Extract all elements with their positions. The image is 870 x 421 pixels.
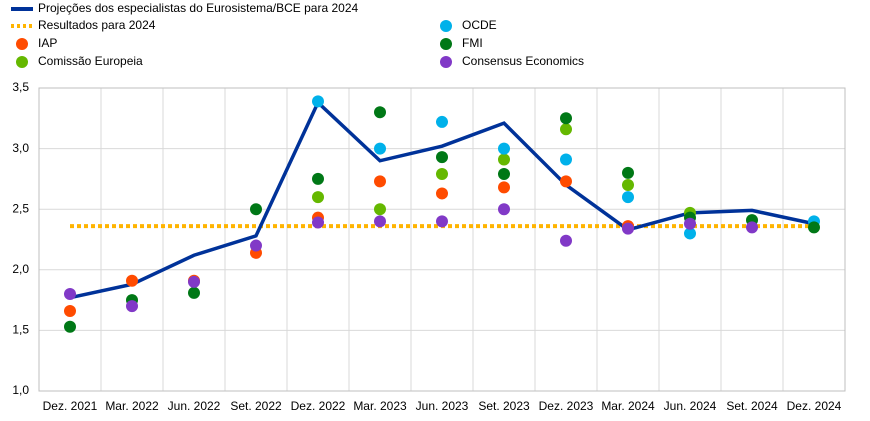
forecast-dot (498, 181, 510, 194)
forecast-dot (312, 172, 324, 185)
forecast-dot (374, 203, 386, 216)
y-tick-label: 2,0 (12, 262, 29, 276)
x-tick-label: Mar. 2024 (601, 399, 655, 413)
forecast-dot (436, 151, 448, 164)
x-tick-label: Mar. 2023 (353, 399, 407, 413)
legend-swatch (16, 38, 28, 50)
forecast-dot (312, 95, 324, 108)
forecast-dot (436, 215, 448, 228)
x-tick-label: Mar. 2022 (105, 399, 159, 413)
forecast-dot (188, 286, 200, 299)
x-tick-label: Dez. 2021 (43, 399, 98, 413)
forecast-dot (374, 175, 386, 188)
forecast-dot (808, 221, 820, 234)
legend-label: Comissão Europeia (38, 54, 143, 68)
x-tick-label: Jun. 2024 (664, 399, 717, 413)
y-tick-label: 3,5 (12, 80, 29, 94)
forecast-dot (250, 239, 262, 252)
x-tick-label: Set. 2024 (726, 399, 778, 413)
y-tick-label: 1,0 (12, 383, 29, 397)
y-tick-label: 2,5 (12, 201, 29, 215)
forecast-dot (622, 166, 634, 179)
forecast-dot (560, 153, 572, 166)
legend-swatch (440, 38, 452, 50)
forecast-dot (560, 123, 572, 136)
forecast-dot (436, 115, 448, 128)
plot-border (38, 87, 846, 392)
x-tick-label: Dez. 2023 (539, 399, 594, 413)
forecast-dot (498, 168, 510, 181)
legend-label: Projeções dos especialistas do Eurosiste… (38, 1, 359, 15)
forecast-dot (374, 106, 386, 119)
legend-label: IAP (38, 36, 57, 50)
legend-swatch (16, 56, 28, 68)
forecast-dot (498, 153, 510, 166)
forecast-dot (436, 168, 448, 181)
forecast-dot (126, 300, 138, 313)
x-tick-label: Set. 2022 (230, 399, 282, 413)
forecast-dot (250, 203, 262, 216)
forecast-dot (560, 112, 572, 125)
forecast-dot (374, 215, 386, 228)
forecast-dot (560, 234, 572, 247)
forecast-dot (622, 178, 634, 191)
legend-swatch (440, 20, 452, 32)
x-tick-label: Jun. 2022 (168, 399, 221, 413)
forecast-dot (746, 221, 758, 234)
projection-line (69, 99, 815, 300)
legend-label: Consensus Economics (462, 54, 584, 68)
x-tick-label: Jun. 2023 (416, 399, 469, 413)
forecast-dot (436, 187, 448, 200)
x-tick-label: Dez. 2024 (787, 399, 842, 413)
forecast-dot (684, 217, 696, 230)
forecast-dot (126, 274, 138, 287)
legend-label: Resultados para 2024 (38, 18, 156, 32)
forecast-dot (498, 203, 510, 216)
forecast-dot (64, 320, 76, 333)
legend-swatch (440, 56, 452, 68)
forecast-dot (312, 216, 324, 229)
forecast-dot (64, 288, 76, 301)
legend-label: OCDE (462, 18, 497, 32)
forecast-dot (622, 191, 634, 204)
y-tick-label: 1,5 (12, 323, 29, 337)
y-tick-label: 3,0 (12, 141, 29, 155)
forecast-dot (64, 305, 76, 318)
forecast-dot (560, 175, 572, 188)
forecast-dot (622, 222, 634, 235)
x-tick-label: Set. 2023 (478, 399, 530, 413)
forecast-dot (684, 227, 696, 240)
forecast-dot (498, 142, 510, 155)
forecast-dot (374, 142, 386, 155)
legend-label: FMI (462, 36, 483, 50)
x-tick-label: Dez. 2022 (291, 399, 346, 413)
forecast-dot (312, 191, 324, 204)
forecast-dot (188, 275, 200, 288)
